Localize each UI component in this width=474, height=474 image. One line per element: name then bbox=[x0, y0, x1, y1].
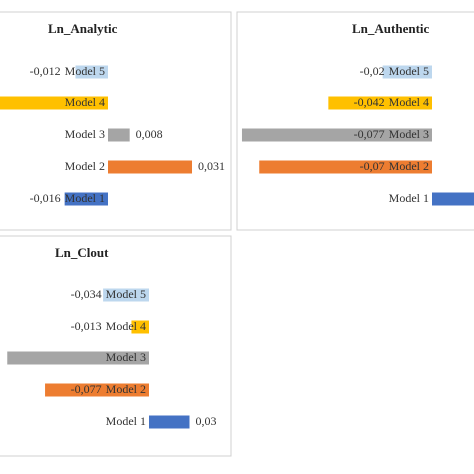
chart-title: Ln_Clout bbox=[55, 245, 109, 260]
category-label: Model 3 bbox=[65, 127, 105, 141]
bars bbox=[241, 65, 474, 206]
value-label: 0,031 bbox=[198, 159, 225, 173]
category-label: Model 4 bbox=[106, 319, 146, 333]
panel-group: Ln_Clout Model 5 -0,034 Model 4 -0,013 Model … bbox=[0, 235, 232, 457]
bar bbox=[149, 415, 190, 429]
bar bbox=[328, 96, 432, 110]
panel bbox=[0, 235, 232, 457]
bar bbox=[241, 128, 432, 142]
bar bbox=[75, 65, 108, 79]
category-label: Model 5 bbox=[106, 287, 146, 301]
category-label: Model 3 bbox=[389, 127, 429, 141]
bars bbox=[0, 65, 193, 206]
panel-group: Ln_Authentic Model 5 -0,02 Model 4 -0,042 Mod… bbox=[236, 11, 474, 231]
value-label: -0,02 bbox=[360, 64, 385, 78]
panel bbox=[0, 11, 232, 231]
category-label: Model 1 bbox=[106, 414, 146, 428]
category-label: Model 4 bbox=[65, 95, 105, 109]
category-label: Model 2 bbox=[106, 382, 146, 396]
value-label: -0,077 bbox=[354, 127, 385, 141]
bar bbox=[108, 160, 193, 174]
category-label: Model 1 bbox=[389, 191, 429, 205]
category-label: Model 2 bbox=[65, 159, 105, 173]
bar bbox=[432, 192, 474, 206]
bar bbox=[64, 192, 108, 206]
bar bbox=[0, 96, 108, 110]
bar bbox=[45, 383, 149, 397]
bar bbox=[382, 65, 432, 79]
bar bbox=[131, 320, 149, 334]
chart-title: Ln_Analytic bbox=[48, 21, 118, 36]
value-label: 0,008 bbox=[136, 127, 163, 141]
category-label: Model 3 bbox=[106, 350, 146, 364]
bar bbox=[108, 128, 130, 142]
category-label: Model 2 bbox=[389, 159, 429, 173]
bar bbox=[259, 160, 432, 174]
bars bbox=[7, 288, 190, 429]
value-label: -0,07 bbox=[360, 159, 385, 173]
category-label: Model 5 bbox=[389, 64, 429, 78]
value-label: -0,042 bbox=[354, 95, 385, 109]
bar bbox=[7, 351, 149, 365]
value-label: 0,03 bbox=[196, 414, 217, 428]
category-label: Model 5 bbox=[65, 64, 105, 78]
category-label: Model 1 bbox=[65, 191, 105, 205]
panel-group: Ln_Analytic Model 5 -0,012 Model 4 Model 3 0,… bbox=[0, 11, 232, 231]
value-label: -0,012 bbox=[30, 64, 61, 78]
bar bbox=[103, 288, 149, 302]
value-label: -0,013 bbox=[71, 319, 102, 333]
value-label: -0,034 bbox=[71, 287, 102, 301]
category-label: Model 4 bbox=[389, 95, 429, 109]
value-label: -0,077 bbox=[71, 382, 102, 396]
value-label: -0,016 bbox=[30, 191, 61, 205]
chart-title: Ln_Authentic bbox=[352, 21, 430, 36]
